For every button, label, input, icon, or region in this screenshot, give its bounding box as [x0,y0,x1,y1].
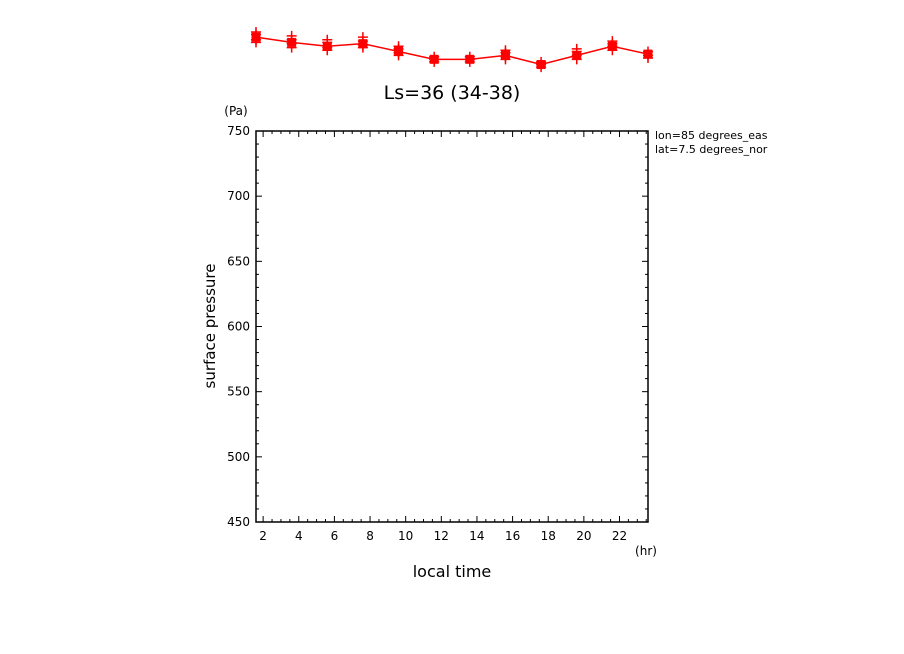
data-point [465,54,475,64]
data-point [607,41,617,51]
x-tick-label: 6 [331,529,339,543]
data-point [394,46,404,56]
x-tick-label: 10 [398,529,413,543]
y-tick-label: 650 [227,254,250,268]
data-point [500,50,510,60]
data-point [358,39,368,49]
data-point [572,50,582,60]
series-surface-pressure [251,26,653,73]
axes: 450 500 550 600 650 700 750 2 4 6 8 10 12 14 16 18 20 22 [227,124,648,543]
x-tick-label: 2 [259,529,267,543]
plot-frame [255,130,649,523]
y-tick-label: 600 [227,320,250,334]
data-point [429,54,439,64]
y-tick-label: 550 [227,385,250,399]
x-tick-label: 18 [541,529,556,543]
data-point [251,32,261,42]
data-point [287,37,297,47]
x-tick-label: 22 [612,529,627,543]
x-unit-label: (hr) [635,544,657,558]
series-line [255,36,649,66]
x-tick-label: 20 [576,529,591,543]
y-tick-label: 700 [227,189,250,203]
x-axis-label: local time [413,562,492,581]
y-tick-label: 450 [227,515,250,529]
data-point [322,41,332,51]
data-point [643,49,653,59]
y-axis-label: surface pressure [201,264,219,389]
x-tick-label: 12 [434,529,449,543]
x-tick-label: 14 [469,529,484,543]
data-point [536,60,546,70]
x-tick-label: 16 [505,529,520,543]
x-tick-label: 4 [295,529,303,543]
chart-title: Ls=36 (34-38) [384,82,521,104]
annotation-lat: lat=7.5 degrees_nor [655,143,768,156]
annotation-lon: lon=85 degrees_eas [655,129,768,142]
y-unit-label: (Pa) [224,104,247,118]
y-tick-label: 750 [227,124,250,138]
y-tick-label: 500 [227,450,250,464]
x-tick-label: 8 [366,529,374,543]
